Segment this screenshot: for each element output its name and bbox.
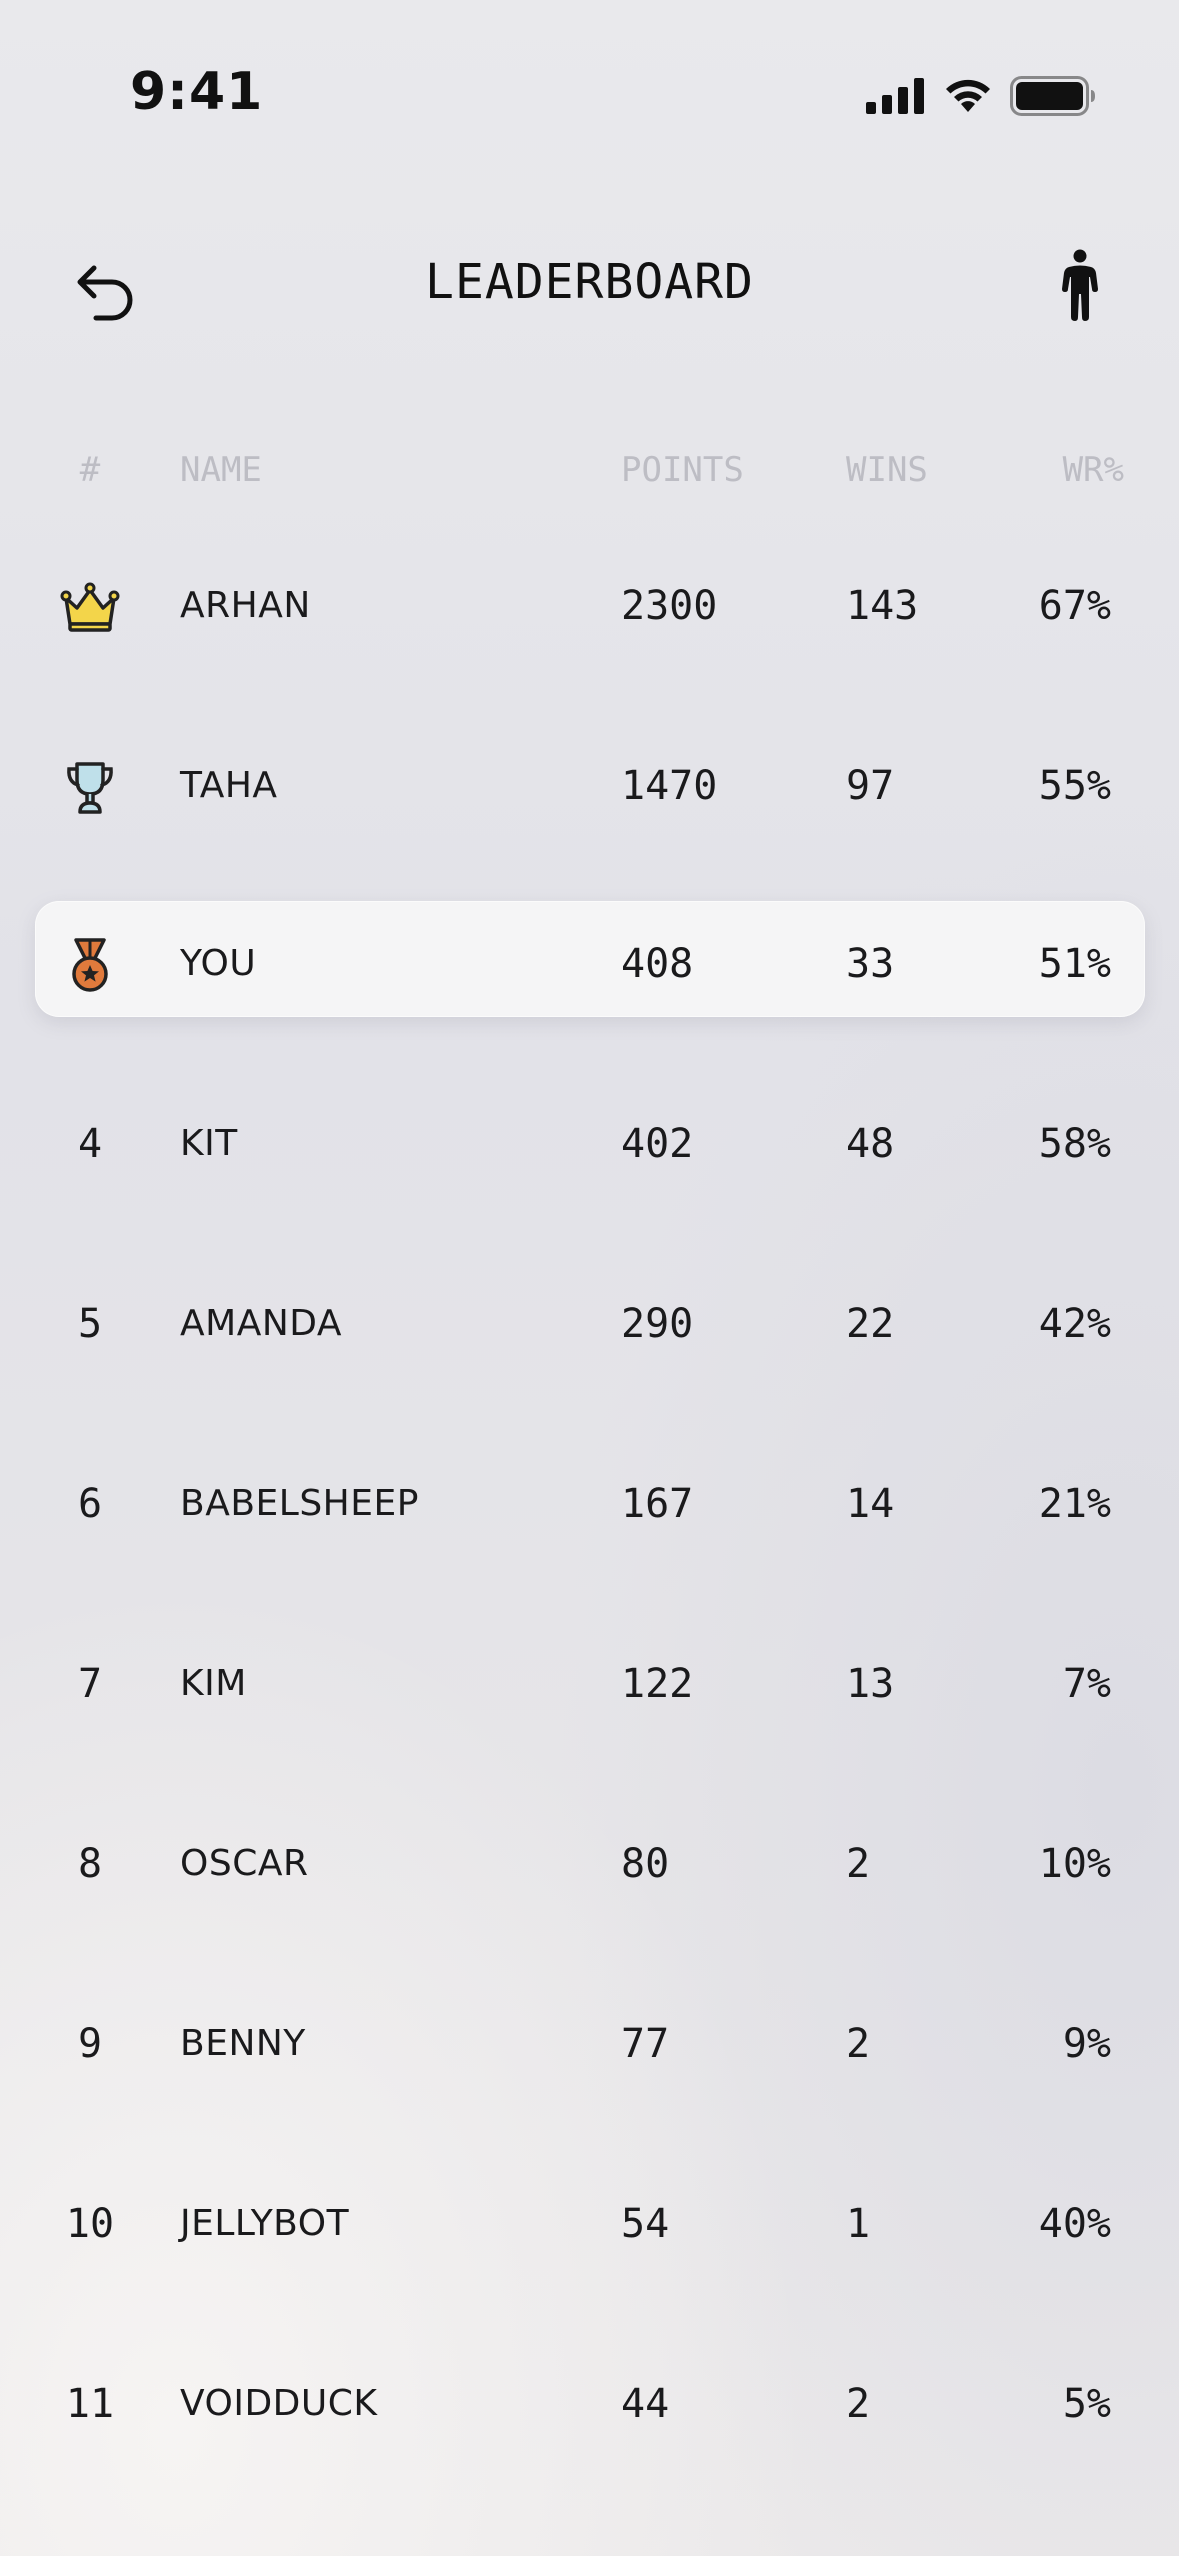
- column-header-wr: WR%: [1062, 450, 1124, 490]
- player-name: BABELSHEEP: [180, 1483, 419, 1524]
- player-wins: 13: [846, 1661, 895, 1707]
- player-win-rate: 67%: [1038, 583, 1111, 629]
- player-name: OSCAR: [180, 1843, 309, 1884]
- player-points: 290: [621, 1301, 694, 1347]
- player-points: 408: [621, 941, 694, 987]
- leaderboard-row[interactable]: 4 KIT 402 48 58%: [0, 1084, 1179, 1204]
- back-button[interactable]: [66, 250, 146, 330]
- player-wins: 1: [846, 2201, 871, 2247]
- player-points: 167: [621, 1481, 694, 1527]
- player-win-rate: 9%: [1062, 2021, 1111, 2067]
- player-wins: 2: [846, 1841, 871, 1887]
- column-header-points: POINTS: [621, 450, 744, 490]
- player-wins: 22: [846, 1301, 895, 1347]
- player-wins: 14: [846, 1481, 895, 1527]
- player-points: 2300: [621, 583, 718, 629]
- crown-icon: [60, 582, 120, 632]
- player-wins: 143: [846, 583, 919, 629]
- player-win-rate: 40%: [1038, 2201, 1111, 2247]
- player-wins: 2: [846, 2381, 871, 2427]
- player-win-rate: 7%: [1062, 1661, 1111, 1707]
- player-win-rate: 55%: [1038, 763, 1111, 809]
- player-name: VOIDDUCK: [180, 2383, 378, 2424]
- player-points: 402: [621, 1121, 694, 1167]
- player-points: 44: [621, 2381, 670, 2427]
- leaderboard-row[interactable]: 6 BABELSHEEP 167 14 21%: [0, 1444, 1179, 1564]
- player-points: 1470: [621, 763, 718, 809]
- column-header-rank: #: [79, 450, 101, 490]
- trophy-icon: [67, 762, 113, 814]
- wifi-icon: [946, 79, 990, 112]
- player-points: 80: [621, 1841, 670, 1887]
- leaderboard-row[interactable]: 9 BENNY 77 2 9%: [0, 1984, 1179, 2104]
- player-wins: 48: [846, 1121, 895, 1167]
- player-rank: 8: [77, 1841, 103, 1887]
- column-header-wins: WINS: [846, 450, 928, 490]
- table-header: # NAME POINTS WINS WR%: [0, 440, 1179, 500]
- player-rank: 6: [77, 1481, 103, 1527]
- player-wins: 97: [846, 763, 895, 809]
- page-title: LEADERBOARD: [425, 254, 754, 310]
- player-win-rate: 58%: [1038, 1121, 1111, 1167]
- player-name: TAHA: [180, 765, 278, 806]
- leaderboard-row[interactable]: 10 JELLYBOT 54 1 40%: [0, 2164, 1179, 2284]
- player-rank: 5: [77, 1301, 103, 1347]
- status-time: 9:41: [130, 62, 264, 122]
- medal-icon: [72, 938, 108, 992]
- player-points: 122: [621, 1661, 694, 1707]
- player-win-rate: 21%: [1038, 1481, 1111, 1527]
- player-name: BENNY: [180, 2023, 306, 2064]
- leaderboard-row[interactable]: 7 KIM 122 13 7%: [0, 1624, 1179, 1744]
- undo-arrow-icon: [77, 265, 133, 321]
- leaderboard-row-current-user[interactable]: YOU 408 33 51%: [0, 901, 1179, 1024]
- player-wins: 2: [846, 2021, 871, 2067]
- leaderboard-row[interactable]: 5 AMANDA 290 22 42%: [0, 1264, 1179, 1384]
- player-win-rate: 5%: [1062, 2381, 1111, 2427]
- player-name: JELLYBOT: [180, 2203, 350, 2244]
- leaderboard-row[interactable]: ARHAN 2300 143 67%: [0, 546, 1179, 666]
- player-win-rate: 51%: [1038, 941, 1111, 987]
- player-name: AMANDA: [180, 1303, 342, 1344]
- leaderboard-row[interactable]: 8 OSCAR 80 2 10%: [0, 1804, 1179, 1924]
- player-win-rate: 10%: [1038, 1841, 1111, 1887]
- player-points: 54: [621, 2201, 670, 2247]
- player-rank: 11: [65, 2381, 115, 2427]
- player-win-rate: 42%: [1038, 1301, 1111, 1347]
- status-icons: [866, 70, 1096, 122]
- player-wins: 33: [846, 941, 895, 987]
- player-rank: 10: [65, 2201, 115, 2247]
- player-name: KIT: [180, 1123, 238, 1164]
- leaderboard-row[interactable]: 11 VOIDDUCK 44 2 5%: [0, 2344, 1179, 2464]
- status-bar: 9:41: [0, 0, 1179, 190]
- profile-button[interactable]: [1040, 240, 1120, 330]
- player-name: YOU: [180, 943, 257, 984]
- player-rank: 7: [77, 1661, 103, 1707]
- player-name: KIM: [180, 1663, 247, 1704]
- person-standing-icon: [1062, 249, 1098, 321]
- cellular-signal-icon: [866, 78, 924, 114]
- player-rank: 4: [77, 1121, 103, 1167]
- column-header-name: NAME: [180, 450, 262, 490]
- leaderboard-row[interactable]: TAHA 1470 97 55%: [0, 726, 1179, 846]
- header: LEADERBOARD: [0, 220, 1179, 350]
- player-points: 77: [621, 2021, 670, 2067]
- player-name: ARHAN: [180, 585, 311, 626]
- player-rank: 9: [77, 2021, 103, 2067]
- battery-icon: [1010, 76, 1095, 116]
